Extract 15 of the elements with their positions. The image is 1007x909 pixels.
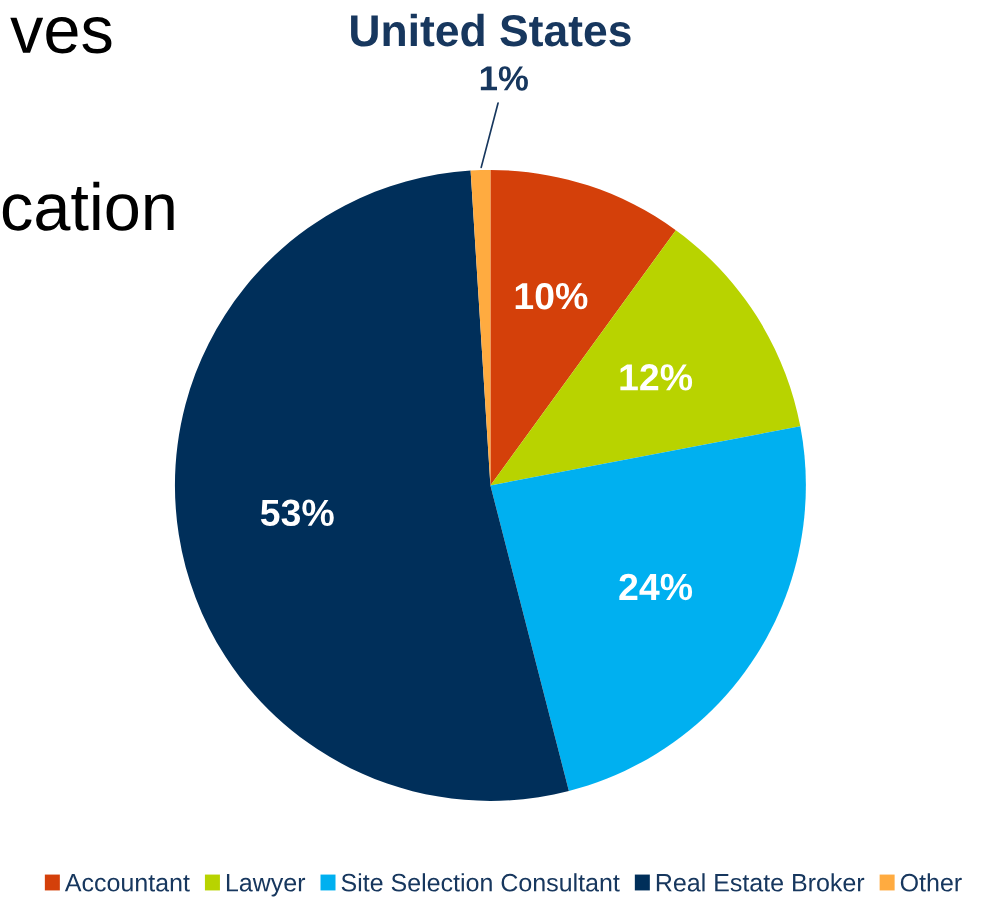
chart-title: United States [351,13,631,47]
data-label: 53% [260,499,334,527]
text: cation [2,181,174,231]
legend-label: Other [900,873,962,892]
data-label: 1% [480,66,528,91]
pie-slice [490,426,806,791]
data-label: 24% [619,573,693,601]
text: ves [10,16,112,54]
legend-label: Real Estate Broker [656,873,865,892]
data-label: 12% [620,364,693,391]
legend-label: Site Selection Consultant [341,873,620,892]
legend-label: Lawyer [226,874,306,897]
pie-slice [490,230,801,486]
data-label: 10% [515,282,588,310]
legend-label: Accountant [64,874,190,892]
